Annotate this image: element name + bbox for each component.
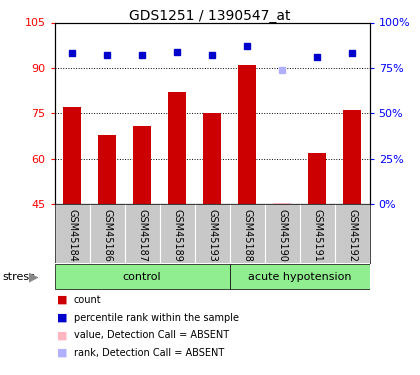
Text: GSM45191: GSM45191 (312, 209, 322, 262)
Bar (308, 153, 326, 204)
Text: GSM45186: GSM45186 (102, 209, 112, 262)
Text: acute hypotension: acute hypotension (248, 272, 352, 282)
Text: GSM45193: GSM45193 (207, 209, 217, 262)
FancyBboxPatch shape (55, 264, 230, 289)
Text: ■: ■ (57, 295, 67, 305)
Bar (98, 135, 116, 204)
Text: GSM45190: GSM45190 (277, 209, 287, 262)
Text: control: control (123, 272, 161, 282)
Bar (168, 92, 186, 204)
Text: percentile rank within the sample: percentile rank within the sample (74, 313, 239, 322)
Bar (344, 110, 361, 204)
Text: GSM45192: GSM45192 (347, 209, 357, 262)
Text: GDS1251 / 1390547_at: GDS1251 / 1390547_at (129, 9, 291, 23)
Text: GSM45189: GSM45189 (172, 209, 182, 262)
Text: value, Detection Call = ABSENT: value, Detection Call = ABSENT (74, 330, 228, 340)
Text: ■: ■ (57, 330, 67, 340)
Bar (63, 107, 81, 204)
Text: ■: ■ (57, 348, 67, 358)
Text: GSM45187: GSM45187 (137, 209, 147, 262)
Bar (134, 126, 151, 204)
Text: count: count (74, 295, 101, 305)
Bar (273, 203, 291, 204)
Text: stress: stress (2, 272, 35, 282)
Text: ▶: ▶ (29, 270, 38, 283)
Text: GSM45184: GSM45184 (67, 209, 77, 262)
Text: ■: ■ (57, 313, 67, 322)
Bar (239, 65, 256, 204)
Text: rank, Detection Call = ABSENT: rank, Detection Call = ABSENT (74, 348, 224, 358)
FancyBboxPatch shape (230, 264, 370, 289)
Bar (203, 113, 221, 204)
Text: GSM45188: GSM45188 (242, 209, 252, 262)
